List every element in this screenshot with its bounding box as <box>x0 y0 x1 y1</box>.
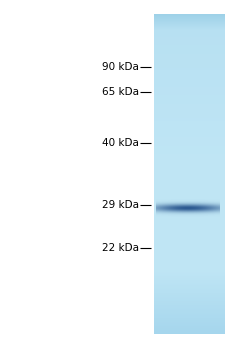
Text: 65 kDa: 65 kDa <box>102 87 139 97</box>
Text: 29 kDa: 29 kDa <box>102 200 139 210</box>
Text: 22 kDa: 22 kDa <box>102 243 139 253</box>
Text: 40 kDa: 40 kDa <box>102 138 139 148</box>
Text: 90 kDa: 90 kDa <box>102 62 139 72</box>
